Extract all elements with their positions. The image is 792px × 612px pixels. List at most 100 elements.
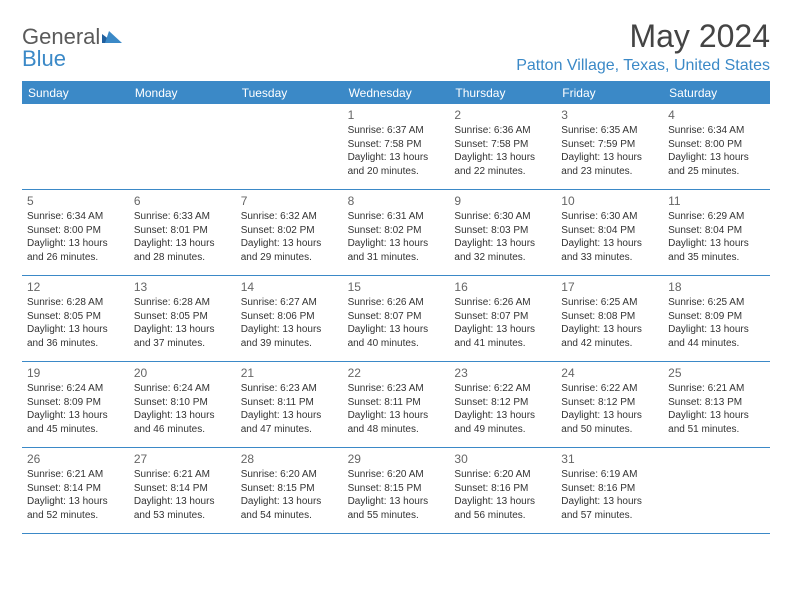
daylight-line: Daylight: 13 hours and 26 minutes. (27, 237, 124, 264)
day-cell-24: 24Sunrise: 6:22 AMSunset: 8:12 PMDayligh… (556, 362, 663, 448)
sunrise-line: Sunrise: 6:24 AM (27, 382, 124, 396)
day-number: 25 (668, 365, 765, 381)
sunset-line: Sunset: 8:11 PM (348, 396, 445, 410)
day-number: 1 (348, 107, 445, 123)
sunrise-line: Sunrise: 6:24 AM (134, 382, 231, 396)
title-block: May 2024 Patton Village, Texas, United S… (516, 18, 770, 75)
day-cell-26: 26Sunrise: 6:21 AMSunset: 8:14 PMDayligh… (22, 448, 129, 534)
day-cell-30: 30Sunrise: 6:20 AMSunset: 8:16 PMDayligh… (449, 448, 556, 534)
sunset-line: Sunset: 8:01 PM (134, 224, 231, 238)
sunset-line: Sunset: 8:14 PM (134, 482, 231, 496)
sunset-line: Sunset: 8:16 PM (561, 482, 658, 496)
sunrise-line: Sunrise: 6:23 AM (348, 382, 445, 396)
day-header-sunday: Sunday (22, 82, 129, 104)
sunset-line: Sunset: 8:12 PM (561, 396, 658, 410)
day-number: 16 (454, 279, 551, 295)
daylight-line: Daylight: 13 hours and 51 minutes. (668, 409, 765, 436)
daylight-line: Daylight: 13 hours and 28 minutes. (134, 237, 231, 264)
sunset-line: Sunset: 8:04 PM (561, 224, 658, 238)
sunrise-line: Sunrise: 6:19 AM (561, 468, 658, 482)
sunrise-line: Sunrise: 6:31 AM (348, 210, 445, 224)
sunrise-line: Sunrise: 6:30 AM (454, 210, 551, 224)
location-text: Patton Village, Texas, United States (516, 57, 770, 75)
day-number: 20 (134, 365, 231, 381)
sunrise-line: Sunrise: 6:36 AM (454, 124, 551, 138)
day-cell-15: 15Sunrise: 6:26 AMSunset: 8:07 PMDayligh… (343, 276, 450, 362)
sunrise-line: Sunrise: 6:32 AM (241, 210, 338, 224)
daylight-line: Daylight: 13 hours and 29 minutes. (241, 237, 338, 264)
day-number: 11 (668, 193, 765, 209)
daylight-line: Daylight: 13 hours and 39 minutes. (241, 323, 338, 350)
day-header-wednesday: Wednesday (343, 82, 450, 104)
logo: GeneralBlue (22, 26, 124, 70)
day-header-tuesday: Tuesday (236, 82, 343, 104)
daylight-line: Daylight: 13 hours and 32 minutes. (454, 237, 551, 264)
daylight-line: Daylight: 13 hours and 35 minutes. (668, 237, 765, 264)
day-number: 29 (348, 451, 445, 467)
sunset-line: Sunset: 8:15 PM (241, 482, 338, 496)
daylight-line: Daylight: 13 hours and 49 minutes. (454, 409, 551, 436)
day-number: 30 (454, 451, 551, 467)
sunrise-line: Sunrise: 6:37 AM (348, 124, 445, 138)
day-cell-2: 2Sunrise: 6:36 AMSunset: 7:58 PMDaylight… (449, 104, 556, 190)
day-cell-3: 3Sunrise: 6:35 AMSunset: 7:59 PMDaylight… (556, 104, 663, 190)
sunset-line: Sunset: 8:05 PM (27, 310, 124, 324)
day-cell-10: 10Sunrise: 6:30 AMSunset: 8:04 PMDayligh… (556, 190, 663, 276)
daylight-line: Daylight: 13 hours and 23 minutes. (561, 151, 658, 178)
day-header-friday: Friday (556, 82, 663, 104)
sunrise-line: Sunrise: 6:25 AM (561, 296, 658, 310)
sunrise-line: Sunrise: 6:21 AM (27, 468, 124, 482)
daylight-line: Daylight: 13 hours and 57 minutes. (561, 495, 658, 522)
sunrise-line: Sunrise: 6:21 AM (668, 382, 765, 396)
sunset-line: Sunset: 8:00 PM (668, 138, 765, 152)
day-cell-4: 4Sunrise: 6:34 AMSunset: 8:00 PMDaylight… (663, 104, 770, 190)
sunset-line: Sunset: 8:13 PM (668, 396, 765, 410)
day-number: 3 (561, 107, 658, 123)
header: GeneralBlue May 2024 Patton Village, Tex… (22, 18, 770, 75)
day-cell-21: 21Sunrise: 6:23 AMSunset: 8:11 PMDayligh… (236, 362, 343, 448)
day-number: 12 (27, 279, 124, 295)
sunset-line: Sunset: 8:12 PM (454, 396, 551, 410)
sunrise-line: Sunrise: 6:20 AM (454, 468, 551, 482)
page-title: May 2024 (516, 18, 770, 55)
daylight-line: Daylight: 13 hours and 25 minutes. (668, 151, 765, 178)
sunrise-line: Sunrise: 6:23 AM (241, 382, 338, 396)
sunset-line: Sunset: 7:58 PM (454, 138, 551, 152)
sunrise-line: Sunrise: 6:22 AM (561, 382, 658, 396)
daylight-line: Daylight: 13 hours and 40 minutes. (348, 323, 445, 350)
sunset-line: Sunset: 7:59 PM (561, 138, 658, 152)
calendar-grid: SundayMondayTuesdayWednesdayThursdayFrid… (22, 81, 770, 534)
daylight-line: Daylight: 13 hours and 46 minutes. (134, 409, 231, 436)
sunset-line: Sunset: 8:11 PM (241, 396, 338, 410)
daylight-line: Daylight: 13 hours and 33 minutes. (561, 237, 658, 264)
day-number: 6 (134, 193, 231, 209)
sunset-line: Sunset: 7:58 PM (348, 138, 445, 152)
day-cell-14: 14Sunrise: 6:27 AMSunset: 8:06 PMDayligh… (236, 276, 343, 362)
sunset-line: Sunset: 8:14 PM (27, 482, 124, 496)
day-number: 31 (561, 451, 658, 467)
sunset-line: Sunset: 8:08 PM (561, 310, 658, 324)
daylight-line: Daylight: 13 hours and 53 minutes. (134, 495, 231, 522)
day-cell-13: 13Sunrise: 6:28 AMSunset: 8:05 PMDayligh… (129, 276, 236, 362)
daylight-line: Daylight: 13 hours and 52 minutes. (27, 495, 124, 522)
sunset-line: Sunset: 8:09 PM (27, 396, 124, 410)
sunrise-line: Sunrise: 6:26 AM (348, 296, 445, 310)
daylight-line: Daylight: 13 hours and 50 minutes. (561, 409, 658, 436)
daylight-line: Daylight: 13 hours and 55 minutes. (348, 495, 445, 522)
sunrise-line: Sunrise: 6:29 AM (668, 210, 765, 224)
daylight-line: Daylight: 13 hours and 56 minutes. (454, 495, 551, 522)
day-header-thursday: Thursday (449, 82, 556, 104)
sunrise-line: Sunrise: 6:27 AM (241, 296, 338, 310)
day-number: 15 (348, 279, 445, 295)
day-cell-6: 6Sunrise: 6:33 AMSunset: 8:01 PMDaylight… (129, 190, 236, 276)
day-cell-9: 9Sunrise: 6:30 AMSunset: 8:03 PMDaylight… (449, 190, 556, 276)
sunrise-line: Sunrise: 6:21 AM (134, 468, 231, 482)
sunset-line: Sunset: 8:16 PM (454, 482, 551, 496)
sunset-line: Sunset: 8:06 PM (241, 310, 338, 324)
sunset-line: Sunset: 8:03 PM (454, 224, 551, 238)
sunrise-line: Sunrise: 6:34 AM (668, 124, 765, 138)
sunset-line: Sunset: 8:02 PM (348, 224, 445, 238)
empty-cell (129, 104, 236, 190)
day-number: 24 (561, 365, 658, 381)
day-cell-31: 31Sunrise: 6:19 AMSunset: 8:16 PMDayligh… (556, 448, 663, 534)
